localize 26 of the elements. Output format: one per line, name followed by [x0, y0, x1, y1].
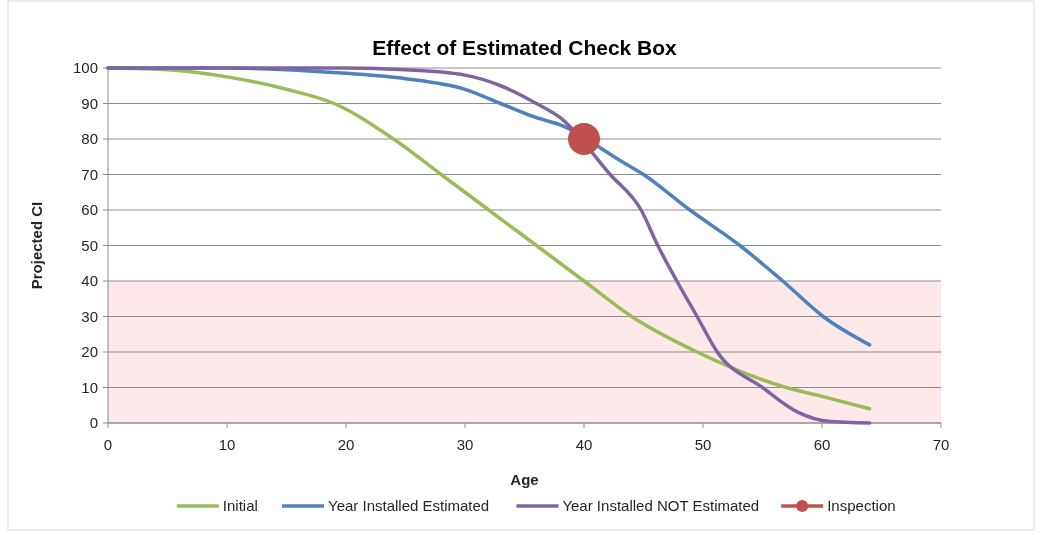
legend-label: Inspection	[827, 497, 896, 514]
x-tick-label: 20	[337, 436, 355, 453]
legend-label: Initial	[222, 497, 258, 514]
y-tick-label: 0	[89, 414, 98, 431]
x-tick-label: 60	[813, 436, 831, 453]
x-tick-label: 50	[694, 436, 712, 453]
legend-label: Year Installed Estimated	[328, 497, 490, 514]
y-tick-label: 30	[81, 307, 98, 325]
x-tick-label: 10	[218, 436, 236, 453]
y-tick-label: 10	[81, 378, 98, 396]
x-tick-label: 40	[575, 436, 593, 453]
legend-label: Year Installed NOT Estimated	[562, 497, 760, 514]
x-tick-label: 0	[103, 436, 113, 453]
x-tick-label: 30	[456, 436, 474, 453]
y-tick-label: 40	[81, 272, 98, 289]
y-tick-label: 70	[81, 165, 98, 183]
x-axis-title: Age	[510, 471, 539, 488]
y-axis-title: Projected CI	[28, 201, 45, 290]
y-tick-label: 90	[81, 94, 98, 112]
chart-title: Effect of Estimated Check Box	[372, 36, 678, 59]
y-tick-label: 100	[72, 59, 98, 76]
y-tick-label: 80	[81, 130, 98, 147]
y-tick-label: 20	[81, 343, 98, 360]
y-tick-label: 60	[81, 201, 98, 218]
y-tick-label: 50	[81, 236, 98, 254]
x-tick-label: 70	[932, 436, 950, 453]
